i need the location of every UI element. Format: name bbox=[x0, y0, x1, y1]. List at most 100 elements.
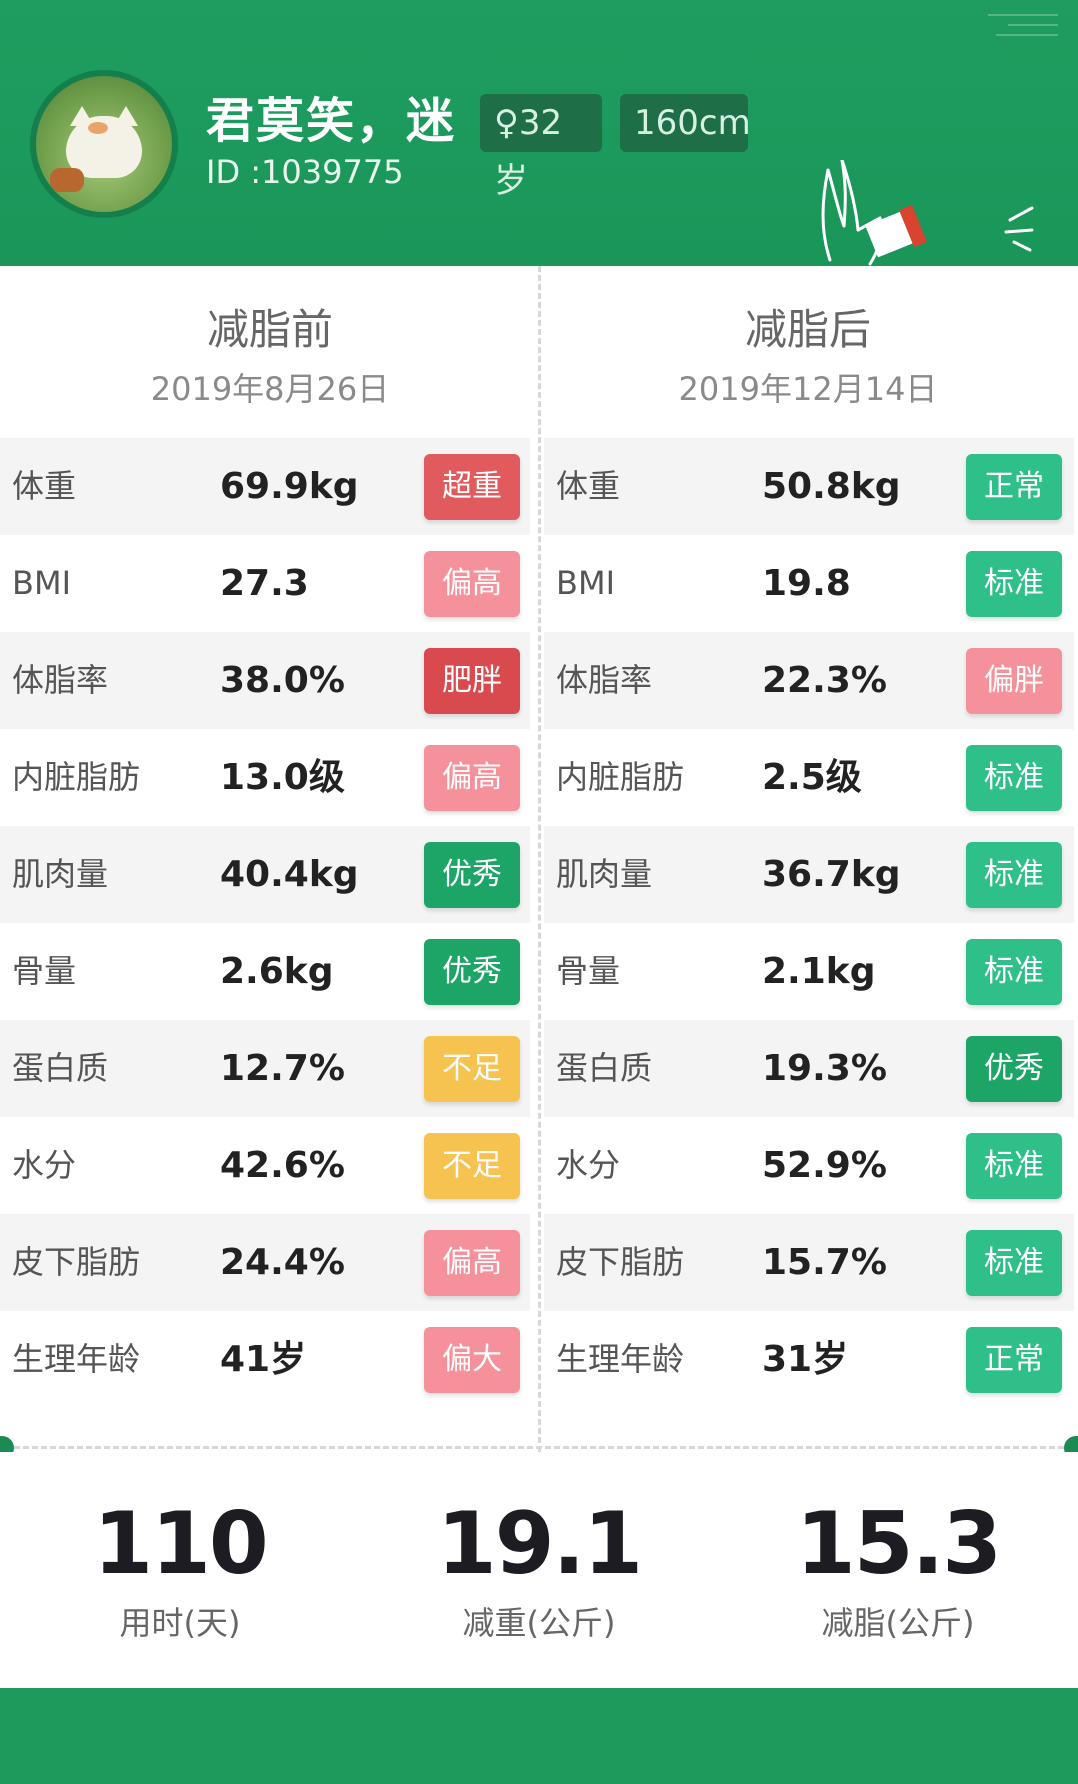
metric-row: 体重 50.8kg 正常 bbox=[544, 438, 1074, 535]
metric-row: 体脂率 22.3% 偏胖 bbox=[544, 632, 1074, 729]
metric-value: 69.9kg bbox=[220, 466, 359, 507]
header-stripe bbox=[988, 14, 1058, 16]
metric-row: 骨量 2.1kg 标准 bbox=[544, 923, 1074, 1020]
metric-label: BMI bbox=[556, 564, 615, 602]
metric-row: 皮下脂肪 24.4% 偏高 bbox=[0, 1214, 530, 1311]
status-badge: 标准 bbox=[966, 842, 1062, 908]
status-badge: 优秀 bbox=[424, 842, 520, 908]
comparison-card: 减脂前 2019年8月26日 减脂后 2019年12月14日 体重 69.9kg 超… bbox=[0, 266, 1078, 1460]
status-badge: 标准 bbox=[966, 1230, 1062, 1296]
header-stripe bbox=[1008, 24, 1058, 26]
status-badge: 超重 bbox=[424, 454, 520, 520]
stat-value: 19.1 bbox=[436, 1494, 643, 1594]
after-header: 减脂后 2019年12月14日 bbox=[538, 302, 1078, 412]
metric-label: 水分 bbox=[556, 1146, 621, 1184]
metric-value: 36.7kg bbox=[762, 854, 901, 895]
profile-header: 君莫笑，迷 ID :1039775 ♀32岁 160cm bbox=[0, 0, 1078, 266]
status-badge: 正常 bbox=[966, 1327, 1062, 1393]
metric-value: 40.4kg bbox=[220, 854, 359, 895]
metric-label: 肌肉量 bbox=[556, 855, 653, 893]
metric-label: 体脂率 bbox=[12, 661, 109, 699]
stat-caption: 减脂(公斤) bbox=[821, 1604, 975, 1642]
metric-label: 皮下脂肪 bbox=[556, 1243, 685, 1281]
metric-value: 2.5级 bbox=[762, 757, 862, 798]
status-badge: 偏高 bbox=[424, 1230, 520, 1296]
metric-value: 2.6kg bbox=[220, 951, 334, 992]
status-badge: 偏高 bbox=[424, 745, 520, 811]
metric-row: 体脂率 38.0% 肥胖 bbox=[0, 632, 530, 729]
metric-value: 13.0级 bbox=[220, 757, 345, 798]
metric-value: 38.0% bbox=[220, 660, 345, 701]
status-badge: 优秀 bbox=[424, 939, 520, 1005]
metric-row: 皮下脂肪 15.7% 标准 bbox=[544, 1214, 1074, 1311]
metric-label: BMI bbox=[12, 564, 71, 602]
metric-value: 27.3 bbox=[220, 563, 309, 604]
metric-row: 骨量 2.6kg 优秀 bbox=[0, 923, 530, 1020]
status-badge: 标准 bbox=[966, 745, 1062, 811]
metric-row: BMI 27.3 偏高 bbox=[0, 535, 530, 632]
metric-label: 体重 bbox=[12, 467, 77, 505]
metric-label: 蛋白质 bbox=[556, 1049, 653, 1087]
metric-value: 15.7% bbox=[762, 1242, 887, 1283]
status-badge: 偏大 bbox=[424, 1327, 520, 1393]
metric-value: 41岁 bbox=[220, 1339, 307, 1380]
metric-label: 水分 bbox=[12, 1146, 77, 1184]
after-metrics-list: 体重 50.8kg 正常 BMI 19.8 标准 体脂率 22.3% 偏胖 内脏脂肪 2.5级 标准肌… bbox=[544, 438, 1074, 1408]
metric-label: 生理年龄 bbox=[12, 1340, 141, 1378]
metric-value: 52.9% bbox=[762, 1145, 887, 1186]
summary-section: 110 用时(天) 19.1 减重(公斤) 15.3 减脂(公斤) bbox=[0, 1452, 1078, 1688]
metric-value: 22.3% bbox=[762, 660, 887, 701]
metric-label: 骨量 bbox=[12, 952, 77, 990]
metric-row: 水分 52.9% 标准 bbox=[544, 1117, 1074, 1214]
metric-value: 19.8 bbox=[762, 563, 851, 604]
metric-row: 蛋白质 19.3% 优秀 bbox=[544, 1020, 1074, 1117]
stat-fat-loss: 15.3 减脂(公斤) bbox=[718, 1494, 1078, 1646]
hand-book-icon bbox=[821, 160, 1034, 266]
metric-row: 生理年龄 31岁 正常 bbox=[544, 1311, 1074, 1408]
metric-row: 肌肉量 36.7kg 标准 bbox=[544, 826, 1074, 923]
metric-label: 内脏脂肪 bbox=[12, 758, 141, 796]
stat-value: 110 bbox=[93, 1494, 269, 1594]
after-date: 2019年12月14日 bbox=[678, 370, 938, 408]
metric-value: 42.6% bbox=[220, 1145, 345, 1186]
status-badge: 偏胖 bbox=[966, 648, 1062, 714]
user-name: 君莫笑，迷 bbox=[206, 93, 457, 149]
user-id: ID :1039775 bbox=[206, 153, 404, 191]
avatar[interactable] bbox=[36, 76, 172, 212]
status-badge: 肥胖 bbox=[424, 648, 520, 714]
header-stripe bbox=[996, 34, 1058, 36]
status-badge: 不足 bbox=[424, 1133, 520, 1199]
status-badge: 标准 bbox=[966, 551, 1062, 617]
status-badge: 优秀 bbox=[966, 1036, 1062, 1102]
footer-bar bbox=[0, 1688, 1078, 1784]
stat-weight-loss: 19.1 减重(公斤) bbox=[359, 1494, 719, 1646]
metric-label: 生理年龄 bbox=[556, 1340, 685, 1378]
metric-value: 31岁 bbox=[762, 1339, 849, 1380]
before-date: 2019年8月26日 bbox=[150, 370, 390, 408]
status-badge: 偏高 bbox=[424, 551, 520, 617]
before-metrics-list: 体重 69.9kg 超重 BMI 27.3 偏高 体脂率 38.0% 肥胖 内脏脂肪 13.0级 偏高… bbox=[0, 438, 530, 1408]
metric-label: 肌肉量 bbox=[12, 855, 109, 893]
metric-row: BMI 19.8 标准 bbox=[544, 535, 1074, 632]
metric-label: 内脏脂肪 bbox=[556, 758, 685, 796]
stat-value: 15.3 bbox=[795, 1494, 1002, 1594]
metric-row: 蛋白质 12.7% 不足 bbox=[0, 1020, 530, 1117]
height-tag: 160cm bbox=[620, 94, 751, 152]
metric-row: 体重 69.9kg 超重 bbox=[0, 438, 530, 535]
status-badge: 标准 bbox=[966, 939, 1062, 1005]
before-title: 减脂前 bbox=[206, 305, 333, 354]
metric-label: 体脂率 bbox=[556, 661, 653, 699]
metric-value: 19.3% bbox=[762, 1048, 887, 1089]
metric-label: 骨量 bbox=[556, 952, 621, 990]
column-divider bbox=[538, 266, 541, 1452]
stat-caption: 减重(公斤) bbox=[462, 1604, 616, 1642]
metric-value: 50.8kg bbox=[762, 466, 901, 507]
metric-row: 肌肉量 40.4kg 优秀 bbox=[0, 826, 530, 923]
metric-row: 内脏脂肪 13.0级 偏高 bbox=[0, 729, 530, 826]
metric-value: 24.4% bbox=[220, 1242, 345, 1283]
stat-days: 110 用时(天) bbox=[0, 1494, 360, 1646]
metric-label: 皮下脂肪 bbox=[12, 1243, 141, 1281]
age-tag: ♀32岁 bbox=[480, 94, 602, 201]
status-badge: 正常 bbox=[966, 454, 1062, 520]
status-badge: 标准 bbox=[966, 1133, 1062, 1199]
